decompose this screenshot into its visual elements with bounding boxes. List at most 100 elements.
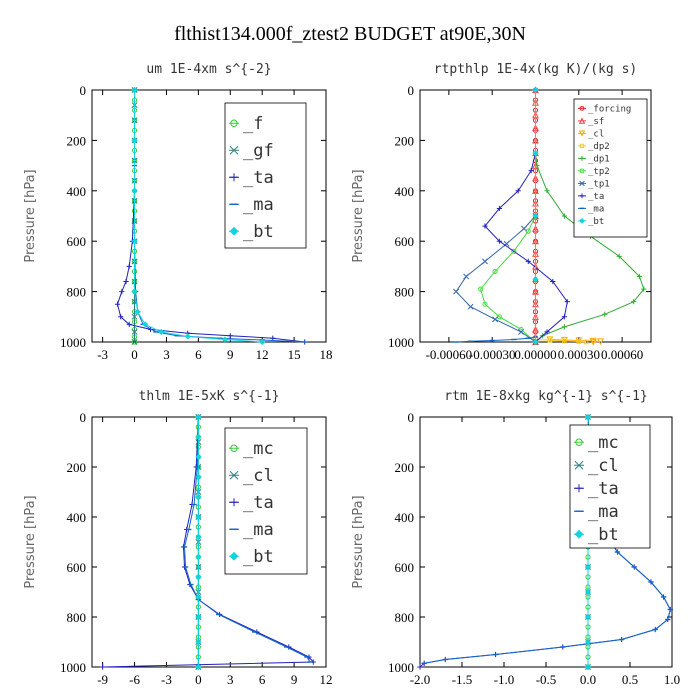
data-point bbox=[562, 338, 567, 344]
panel-title: thlm 1E-5xK s^{-1} bbox=[139, 389, 280, 404]
data-point bbox=[123, 278, 129, 285]
data-point bbox=[195, 593, 202, 601]
data-point bbox=[131, 86, 138, 94]
x-tick-label: 3 bbox=[163, 347, 170, 362]
data-point bbox=[195, 413, 202, 421]
legend-marker bbox=[579, 193, 585, 199]
data-point bbox=[544, 188, 550, 194]
data-point bbox=[560, 336, 568, 344]
data-point bbox=[575, 337, 583, 345]
data-point bbox=[576, 339, 582, 344]
data-point bbox=[511, 248, 517, 254]
data-point bbox=[641, 286, 647, 292]
data-point bbox=[195, 513, 202, 521]
x-tick-label: 0 bbox=[131, 347, 138, 362]
data-point bbox=[195, 433, 202, 441]
data-point bbox=[184, 333, 191, 340]
y-tick-label: 200 bbox=[67, 460, 87, 475]
data-point bbox=[515, 188, 521, 194]
data-point bbox=[467, 303, 474, 310]
data-point bbox=[118, 314, 124, 320]
data-point bbox=[114, 301, 121, 307]
legend-entry: _ta bbox=[243, 493, 274, 513]
data-point bbox=[227, 333, 233, 339]
legend-entry: _ma bbox=[243, 195, 274, 215]
data-point bbox=[131, 187, 138, 194]
legend-marker bbox=[230, 444, 238, 452]
data-point bbox=[561, 314, 567, 320]
legend-entry: _bt bbox=[243, 222, 274, 242]
legend-entry: _dp1 bbox=[588, 155, 610, 165]
y-tick-label: 1000 bbox=[60, 335, 86, 350]
series-cl bbox=[546, 336, 604, 346]
chart-panel-3: thlm 1E-5xK s^{-1} 0 200 400 600 800 1000 -9 -6 -… bbox=[23, 389, 333, 687]
data-point bbox=[158, 328, 165, 335]
legend-marker bbox=[574, 460, 584, 470]
legend-entry: _bt bbox=[588, 217, 604, 227]
x-tick-label: 12 bbox=[256, 347, 269, 362]
legend: _mc _cl _ta _ma _bt bbox=[224, 427, 308, 575]
legend-entry: _bt bbox=[588, 525, 619, 545]
legend-marker bbox=[575, 438, 583, 446]
data-point bbox=[525, 258, 531, 264]
data-point bbox=[492, 268, 498, 275]
data-point bbox=[584, 413, 592, 421]
legend-entry: _gf bbox=[243, 141, 274, 161]
legend-entry: _mc bbox=[588, 433, 619, 453]
data-point bbox=[221, 336, 228, 343]
legend-entry: _forcing bbox=[588, 105, 631, 115]
series-line bbox=[484, 152, 568, 343]
legend-entry: _ta bbox=[588, 192, 604, 202]
series-ma bbox=[453, 336, 539, 343]
data-point bbox=[131, 313, 138, 320]
legend-entry: _ta bbox=[588, 479, 619, 499]
series-bt bbox=[195, 413, 202, 671]
y-tick-label: 200 bbox=[395, 133, 415, 148]
data-point bbox=[584, 588, 592, 596]
x-tick-label: 6 bbox=[259, 672, 266, 687]
x-tick-label: 1.0 bbox=[664, 672, 680, 687]
legend-box bbox=[569, 424, 651, 549]
data-point bbox=[131, 238, 138, 245]
legend-marker bbox=[579, 218, 585, 224]
y-tick-label: 400 bbox=[67, 184, 87, 199]
x-tick-label: -3 bbox=[161, 672, 172, 687]
y-tick-label: 400 bbox=[395, 510, 415, 525]
legend-marker bbox=[578, 130, 586, 137]
data-point bbox=[482, 301, 488, 307]
data-point bbox=[131, 328, 138, 335]
data-point bbox=[195, 553, 202, 561]
x-tick-label: 9 bbox=[291, 672, 298, 687]
data-point bbox=[564, 299, 570, 305]
data-point bbox=[616, 253, 622, 259]
data-point bbox=[195, 613, 202, 621]
data-point bbox=[134, 308, 141, 315]
data-point bbox=[478, 286, 484, 292]
legend: _mc _cl _ta _ma _bt bbox=[569, 424, 651, 549]
x-tick-label: 9 bbox=[227, 347, 234, 362]
x-tick-label: -0.00060 bbox=[426, 347, 473, 362]
legend-entry: _ma bbox=[588, 205, 604, 215]
data-point bbox=[532, 149, 539, 157]
x-tick-label: 0.00000 bbox=[514, 347, 556, 362]
legend-marker bbox=[229, 145, 239, 155]
x-tick-label: 12 bbox=[320, 672, 333, 687]
legend-entry: _sf bbox=[588, 117, 604, 127]
legend-box bbox=[224, 102, 307, 249]
legend-marker bbox=[575, 484, 583, 493]
data-point bbox=[131, 339, 138, 345]
data-point bbox=[561, 324, 567, 330]
y-tick-label: 800 bbox=[395, 610, 415, 625]
data-point bbox=[482, 258, 488, 265]
legend-marker bbox=[229, 551, 239, 561]
series-bt bbox=[131, 86, 266, 346]
data-point bbox=[270, 335, 276, 341]
x-tick-label: 0.00060 bbox=[601, 347, 643, 362]
x-tick-label: 6 bbox=[195, 347, 202, 362]
data-point bbox=[520, 225, 527, 232]
legend-entry: _ta bbox=[243, 168, 274, 188]
data-point bbox=[195, 493, 202, 501]
data-point bbox=[100, 664, 106, 670]
legend-marker bbox=[579, 155, 585, 161]
y-tick-label: 0 bbox=[408, 83, 415, 98]
